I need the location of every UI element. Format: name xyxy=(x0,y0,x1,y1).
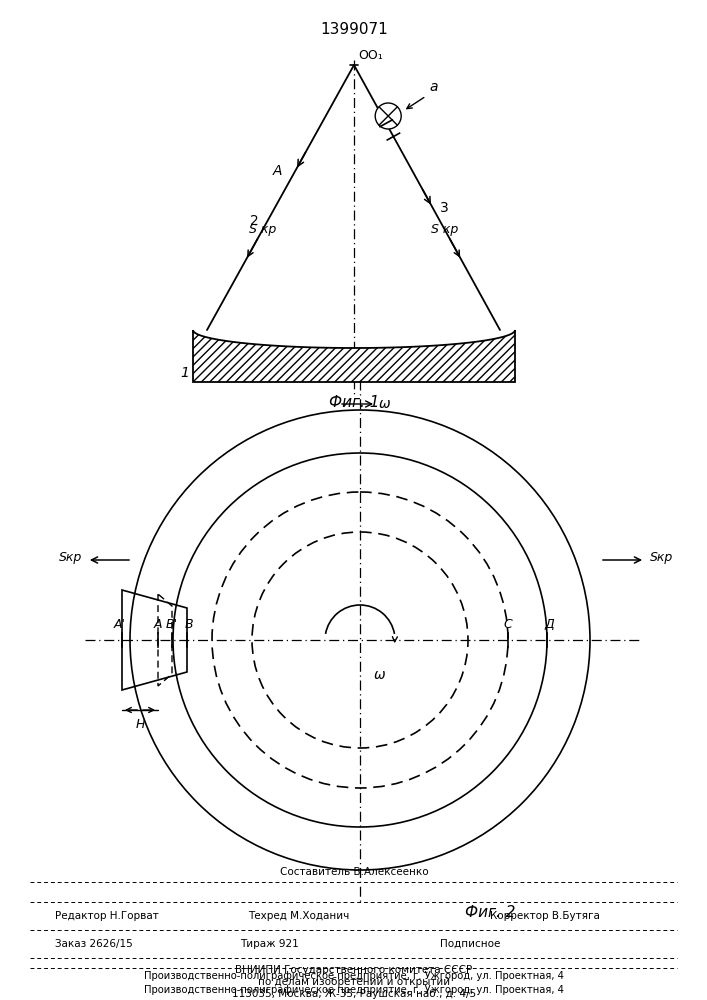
Text: Подписное: Подписное xyxy=(440,939,501,949)
Text: Фиг. 2: Фиг. 2 xyxy=(464,905,515,920)
Text: Техред М.Ходанич: Техред М.Ходанич xyxy=(248,911,349,921)
Text: ВНИИПИ Государственного комитета СССР: ВНИИПИ Государственного комитета СССР xyxy=(235,965,472,975)
Text: Sкр: Sкр xyxy=(650,552,673,564)
Text: Редактор Н.Горват: Редактор Н.Горват xyxy=(55,911,159,921)
Text: Производственно-полиграфическое предприятие, г. Ужгород, ул. Проектная, 4: Производственно-полиграфическое предприя… xyxy=(144,985,564,995)
Text: ω: ω xyxy=(379,397,391,411)
Text: B: B xyxy=(185,618,193,631)
Text: H: H xyxy=(135,718,145,731)
Polygon shape xyxy=(193,330,515,382)
Text: A: A xyxy=(153,618,162,631)
Text: OO₁: OO₁ xyxy=(358,49,382,62)
Text: Составитель В.Алексеенко: Составитель В.Алексеенко xyxy=(280,867,428,877)
Text: a: a xyxy=(429,80,438,94)
Text: 2: 2 xyxy=(250,214,259,228)
Text: S кр: S кр xyxy=(431,223,458,236)
Text: Производственно-полиграфическое предприятие, г. Ужгород, ул. Проектная, 4: Производственно-полиграфическое предприя… xyxy=(144,971,564,981)
Text: Корректор В.Бутяга: Корректор В.Бутяга xyxy=(490,911,600,921)
Text: A': A' xyxy=(114,618,126,631)
Text: Sкр: Sкр xyxy=(59,552,82,564)
Text: S кр: S кр xyxy=(249,223,276,236)
Text: Тираж 921: Тираж 921 xyxy=(240,939,299,949)
Text: 1399071: 1399071 xyxy=(320,22,388,37)
Circle shape xyxy=(375,103,401,129)
Text: 3: 3 xyxy=(440,201,449,215)
Text: 113035, Москва, Ж-35, Раушская наб., д. 4/5: 113035, Москва, Ж-35, Раушская наб., д. … xyxy=(232,989,476,999)
Text: Д: Д xyxy=(544,618,554,631)
Text: C: C xyxy=(503,618,513,631)
Text: Фиг. 1: Фиг. 1 xyxy=(329,395,379,410)
Text: A: A xyxy=(273,164,282,178)
Text: Заказ 2626/15: Заказ 2626/15 xyxy=(55,939,133,949)
Text: по делам изобретений и открытий: по делам изобретений и открытий xyxy=(258,977,450,987)
Text: B': B' xyxy=(166,618,178,631)
Text: ω: ω xyxy=(374,668,385,682)
Text: 1: 1 xyxy=(180,366,189,380)
